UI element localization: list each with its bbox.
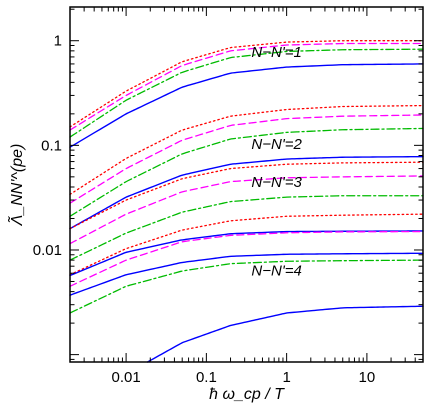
series-line-g1-c3 [69,48,424,138]
series-line-g4-c6 [146,305,424,363]
curve-group-label: N−N'=1 [251,44,301,61]
series-line-g2-c2 [69,114,424,204]
plot-frame [69,6,424,363]
y-tick-label: 0.1 [41,137,62,154]
y-tick-label: 1 [54,33,62,50]
y-tick-label: 0.01 [33,242,62,259]
annotations-layer: N−N'=1 N−N'=2 N−N'=3 N−N'=4 [251,44,302,280]
labels-layer: 0.01 0.1 1 10 0.01 0.1 1 [33,33,375,386]
series-line-g4-c5 [69,259,424,314]
ticks-layer [69,7,424,362]
y-axis-label: Λ̃_NN'^(pe) [6,144,26,227]
series-line-g2-c3 [69,127,424,217]
series-line-g1-c1 [69,40,424,128]
series-line-g2-c4 [69,155,424,230]
series-line-g4-c3 [69,230,424,287]
x-tick-label: 1 [282,369,290,386]
x-tick-label: 0.01 [112,369,141,386]
series-line-g4-c4 [69,252,424,296]
curve-group-label: N−N'=2 [251,136,302,153]
series-line-g3-c3 [69,195,424,261]
series-line-g3-c2 [69,175,424,245]
series-line-g4-c1 [69,213,424,276]
series-line-g1-c2 [69,42,424,131]
curves-layer [69,40,424,363]
x-axis-label: ħ ω_cp / T [209,386,285,403]
x-tick-label: 10 [359,369,376,386]
series-line-g3-c1 [69,161,424,230]
series-line-g1-c4 [69,63,424,148]
curve-group-label: N−N'=3 [251,174,302,191]
x-tick-label: 0.1 [196,369,217,386]
curve-group-label: N−N'=4 [251,263,301,280]
